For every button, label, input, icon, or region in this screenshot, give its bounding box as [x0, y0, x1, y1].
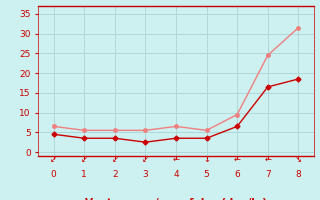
Text: ↙: ↙ [50, 155, 57, 164]
Text: ↙: ↙ [81, 155, 88, 164]
Text: ↙: ↙ [111, 155, 118, 164]
Text: ←: ← [264, 155, 271, 164]
Text: ←: ← [172, 155, 180, 164]
Text: ↓: ↓ [203, 155, 210, 164]
Text: ←: ← [234, 155, 241, 164]
X-axis label: Vent moyen/en rafales ( km/h ): Vent moyen/en rafales ( km/h ) [85, 198, 267, 200]
Text: ↘: ↘ [295, 155, 302, 164]
Text: ↙: ↙ [142, 155, 149, 164]
